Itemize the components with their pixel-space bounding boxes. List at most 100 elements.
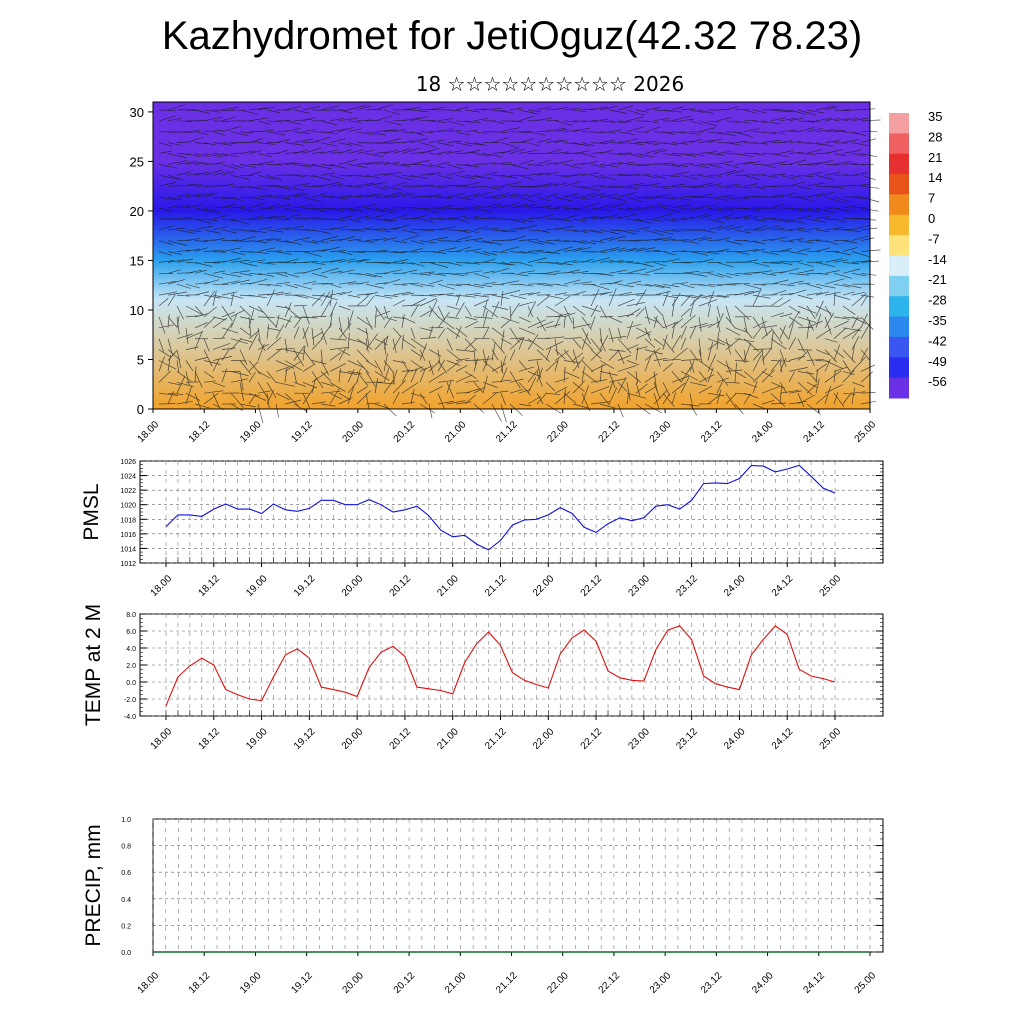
wind-barb — [239, 229, 258, 233]
wind-barb — [617, 354, 632, 361]
wind-barb — [401, 304, 421, 307]
wind-barb — [617, 161, 635, 165]
wind-barb — [284, 240, 302, 246]
wind-barb — [473, 251, 491, 256]
wind-barb — [347, 368, 355, 383]
colorbar-label: -14 — [928, 252, 947, 267]
wind-barb — [833, 392, 845, 408]
wind-barb — [833, 291, 836, 307]
wind-barb — [275, 203, 291, 209]
wind-barb — [266, 371, 277, 384]
wind-barb — [455, 106, 469, 111]
wind-barb — [284, 193, 304, 198]
wind-barb — [779, 349, 787, 367]
wind-barb — [302, 141, 320, 143]
wind-barb — [824, 185, 844, 189]
wind-barb — [383, 338, 387, 355]
wind-barb — [797, 127, 815, 133]
wind-barb — [203, 218, 218, 222]
wind-barb — [392, 391, 400, 405]
wind-barb — [410, 360, 425, 371]
wind-barb — [662, 291, 669, 307]
wind-barb — [311, 229, 331, 234]
wind-barb — [842, 262, 860, 265]
wind-barb — [320, 105, 340, 111]
wind-barb — [608, 202, 628, 209]
wind-barb — [536, 283, 553, 287]
wind-barb — [707, 207, 724, 212]
wind-barb — [536, 295, 550, 307]
wind-barb — [671, 196, 691, 201]
wind-barb — [581, 393, 591, 412]
wind-barb — [419, 403, 435, 414]
wind-barb — [275, 360, 295, 369]
wind-barb — [491, 305, 509, 310]
wind-barb — [554, 182, 567, 187]
wind-barb — [608, 120, 628, 124]
wind-barb — [482, 305, 499, 318]
wind-barb — [572, 349, 580, 369]
wind-barb — [302, 251, 322, 257]
wind-barb — [491, 262, 512, 266]
wind-barb — [824, 258, 843, 263]
wind-barb — [698, 151, 717, 154]
wind-barb — [554, 295, 571, 307]
wind-barb — [788, 117, 804, 122]
wind-barb — [797, 215, 813, 220]
wind-barb — [662, 153, 683, 157]
wind-barb — [311, 174, 332, 181]
panel-x-tick-label: 23.12 — [699, 970, 725, 996]
wind-barb — [608, 153, 628, 156]
wind-barb — [707, 138, 723, 143]
wind-barb — [212, 131, 226, 136]
wind-barb — [518, 327, 536, 335]
wind-barb — [644, 148, 664, 154]
wind-barb — [518, 283, 534, 287]
wind-barb — [446, 400, 466, 405]
wind-barb — [500, 290, 521, 296]
wind-barb — [590, 207, 610, 211]
wind-barb — [338, 174, 352, 177]
wind-barb — [212, 294, 232, 300]
wind-barb — [419, 337, 437, 340]
panel-x-tick-label: 18.00 — [149, 573, 175, 599]
wind-barb — [617, 152, 632, 154]
wind-barb — [590, 142, 609, 145]
panel-x-tick-label: 23.00 — [648, 970, 674, 996]
wind-barb — [734, 108, 751, 111]
wind-barb — [356, 215, 370, 220]
wind-barb — [410, 151, 431, 154]
wind-barb — [671, 153, 692, 155]
wind-barb — [401, 117, 421, 122]
wind-barb — [734, 392, 752, 395]
wind-barb — [428, 272, 446, 276]
wind-barb — [788, 141, 802, 143]
wind-barb — [527, 371, 541, 377]
wind-barb — [482, 251, 498, 256]
wind-barb — [734, 338, 755, 343]
section-y-tick-label: 15 — [130, 253, 144, 268]
wind-barb — [410, 116, 429, 122]
wind-barb — [860, 249, 881, 252]
wind-barb — [851, 391, 866, 394]
wind-barb — [635, 218, 653, 224]
wind-barb — [464, 164, 480, 168]
colorbar-label: 28 — [928, 129, 942, 144]
wind-barb — [302, 164, 320, 167]
wind-barb — [680, 174, 698, 180]
wind-barb — [545, 207, 559, 209]
wind-barb — [626, 116, 644, 122]
wind-barb — [464, 338, 478, 350]
wind-barb — [338, 349, 351, 356]
wind-barb — [491, 185, 505, 188]
wind-barb — [644, 316, 658, 323]
wind-barb — [716, 305, 721, 318]
wind-barb — [563, 229, 579, 232]
wind-barb — [473, 131, 488, 135]
wind-barb — [446, 184, 467, 187]
wind-barb — [860, 347, 868, 361]
wind-barb — [698, 139, 716, 143]
wind-barb — [401, 282, 420, 285]
wind-barb — [806, 320, 823, 329]
panel-x-tick-label: 21.00 — [435, 726, 461, 752]
